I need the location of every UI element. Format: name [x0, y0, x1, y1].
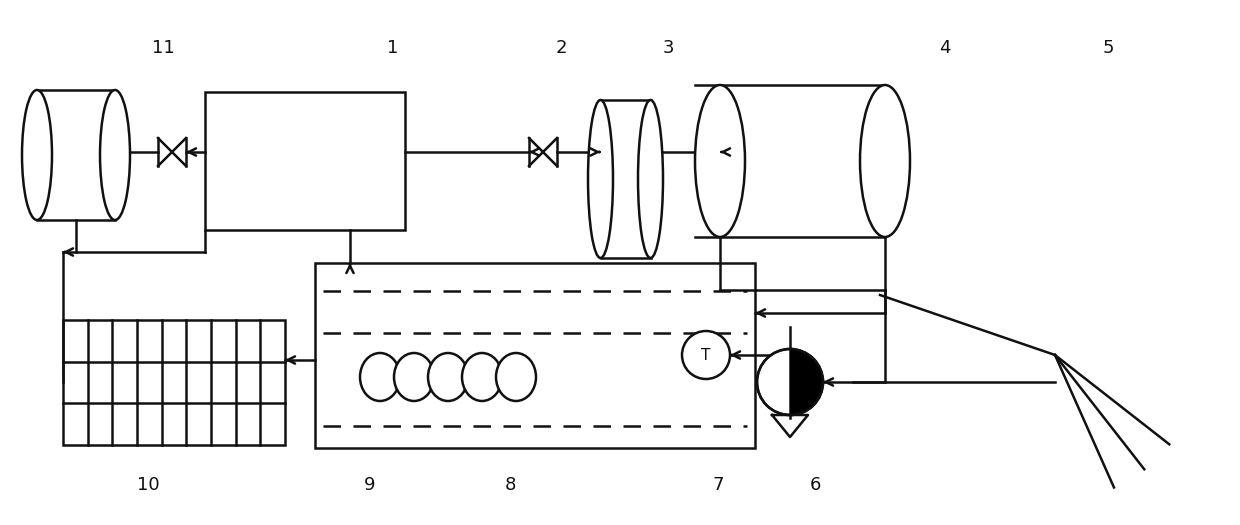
Text: 6: 6: [810, 476, 821, 494]
Text: 5: 5: [1102, 39, 1114, 57]
Text: 2: 2: [556, 39, 567, 57]
Ellipse shape: [100, 90, 130, 220]
Text: 9: 9: [365, 476, 376, 494]
Ellipse shape: [639, 100, 663, 258]
Ellipse shape: [394, 353, 434, 401]
Text: T: T: [702, 348, 711, 362]
Ellipse shape: [694, 85, 745, 237]
Bar: [205, 92, 405, 230]
Circle shape: [682, 331, 730, 379]
Ellipse shape: [22, 90, 52, 220]
Text: 8: 8: [505, 476, 516, 494]
Ellipse shape: [428, 353, 467, 401]
Text: 11: 11: [151, 39, 175, 57]
Ellipse shape: [861, 85, 910, 237]
Bar: [63, 320, 285, 445]
Bar: [315, 263, 755, 448]
Ellipse shape: [463, 353, 502, 401]
Text: 3: 3: [662, 39, 673, 57]
Ellipse shape: [360, 353, 401, 401]
Text: 4: 4: [939, 39, 951, 57]
Ellipse shape: [588, 100, 613, 258]
Text: 1: 1: [387, 39, 399, 57]
Text: 10: 10: [136, 476, 159, 494]
Polygon shape: [790, 349, 823, 415]
Text: 7: 7: [712, 476, 724, 494]
Ellipse shape: [496, 353, 536, 401]
Circle shape: [756, 349, 823, 415]
